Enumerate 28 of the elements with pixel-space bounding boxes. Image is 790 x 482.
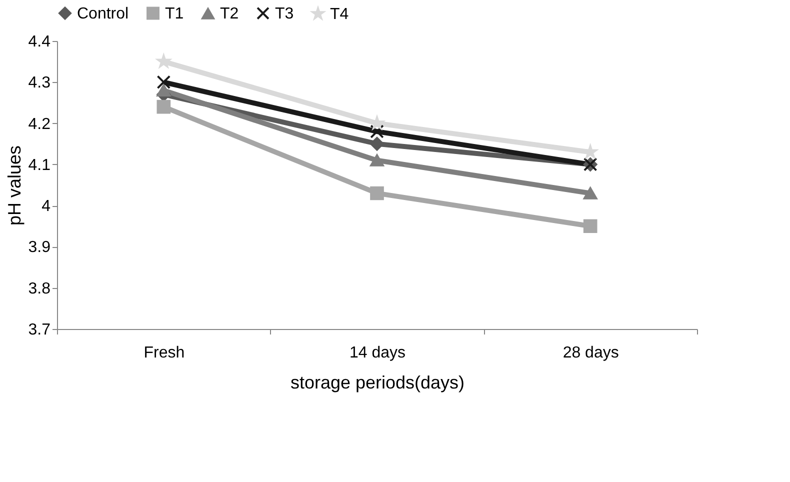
y-tick-label: 4.1 [28, 156, 51, 174]
y-tick-label: 4.3 [28, 74, 51, 92]
point [156, 100, 171, 114]
point [583, 187, 598, 200]
legend-label: T3 [275, 5, 294, 22]
point [370, 186, 384, 200]
x-axis-title: storage periods(days) [290, 372, 465, 392]
point [370, 116, 384, 130]
point [583, 219, 598, 234]
point [370, 124, 384, 138]
x-tick-label: 14 days [349, 344, 406, 362]
point [370, 136, 384, 151]
point [370, 154, 384, 166]
y-axis-title: pH values [4, 145, 24, 226]
point [156, 84, 171, 96]
y-tick-label: 3.8 [28, 280, 51, 298]
legend-label: T2 [220, 6, 239, 23]
x-tick-label: 28 days [562, 344, 619, 362]
y-tick-label: 3.7 [28, 322, 51, 338]
y-tick-label: 4.4 [28, 34, 51, 50]
y-tick-label: 4.2 [28, 116, 51, 133]
y-tick-label: 3.9 [28, 239, 51, 256]
legend-label: T4 [330, 6, 349, 23]
point [156, 75, 171, 90]
x-tick-label: Fresh [144, 344, 185, 362]
y-tick-label: 4 [42, 198, 51, 216]
legend-label: Control [77, 5, 129, 22]
legend-label: T1 [165, 5, 184, 22]
